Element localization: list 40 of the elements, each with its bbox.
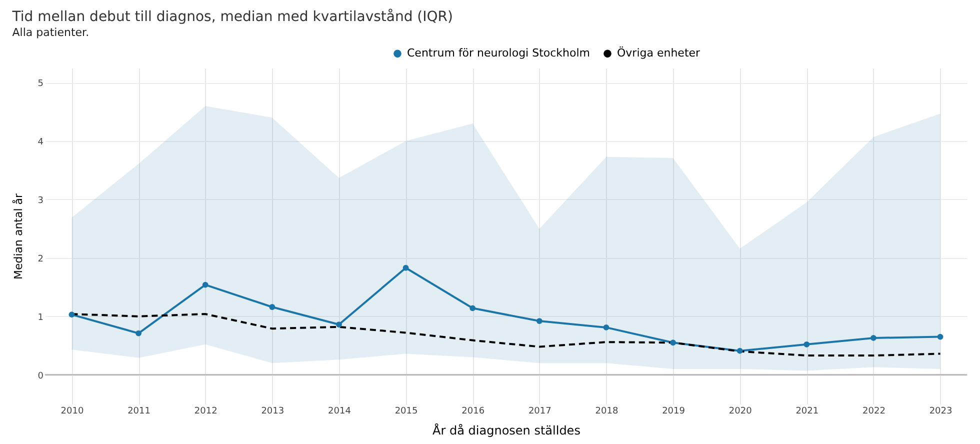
x-tick-label: 2015: [394, 406, 418, 416]
x-tick-label: 2018: [595, 406, 618, 416]
point: [336, 322, 342, 328]
y-tick-label: 2: [38, 254, 44, 264]
point: [670, 340, 676, 346]
x-tick-label: 2022: [862, 406, 886, 416]
point: [736, 348, 743, 354]
y-tick-label: 0: [38, 371, 44, 382]
x-tick-label: 2013: [261, 406, 284, 416]
point: [536, 318, 542, 324]
point: [269, 304, 276, 310]
y-tick-label: 1: [38, 312, 44, 323]
y-tick-label: 3: [38, 196, 44, 206]
x-tick-label: 2010: [60, 406, 84, 416]
legend-label: Övriga enheter: [617, 46, 701, 60]
point: [804, 341, 810, 348]
point: [470, 305, 476, 312]
point: [937, 334, 944, 340]
x-axis-title: År då diagnosen ställdes: [432, 422, 580, 438]
y-axis-title: Median antal år: [12, 192, 25, 280]
x-tick-label: 2019: [662, 406, 686, 416]
point: [603, 324, 610, 330]
point: [202, 282, 208, 288]
x-tick-label: 2012: [194, 406, 218, 416]
point: [136, 330, 142, 336]
x-tick-label: 2017: [528, 406, 552, 416]
x-tick-label: 2021: [796, 406, 819, 416]
x-tick-label: 2014: [328, 406, 352, 416]
point: [68, 312, 75, 318]
x-tick-label: 2011: [128, 406, 150, 416]
point: [402, 264, 409, 271]
chart-subtitle: Alla patienter.: [12, 26, 90, 39]
legend-label: Centrum för neurologi Stockholm: [407, 46, 590, 60]
x-tick-label: 2016: [462, 406, 485, 416]
x-tick-label: 2023: [929, 406, 952, 416]
x-tick-label: 2020: [728, 406, 752, 416]
y-tick-label: 5: [38, 79, 44, 90]
point: [870, 335, 876, 341]
y-tick-label: 4: [38, 138, 44, 148]
chart-title: Tid mellan debut till diagnos, median med kvartilavstånd (IQR): [11, 8, 453, 25]
